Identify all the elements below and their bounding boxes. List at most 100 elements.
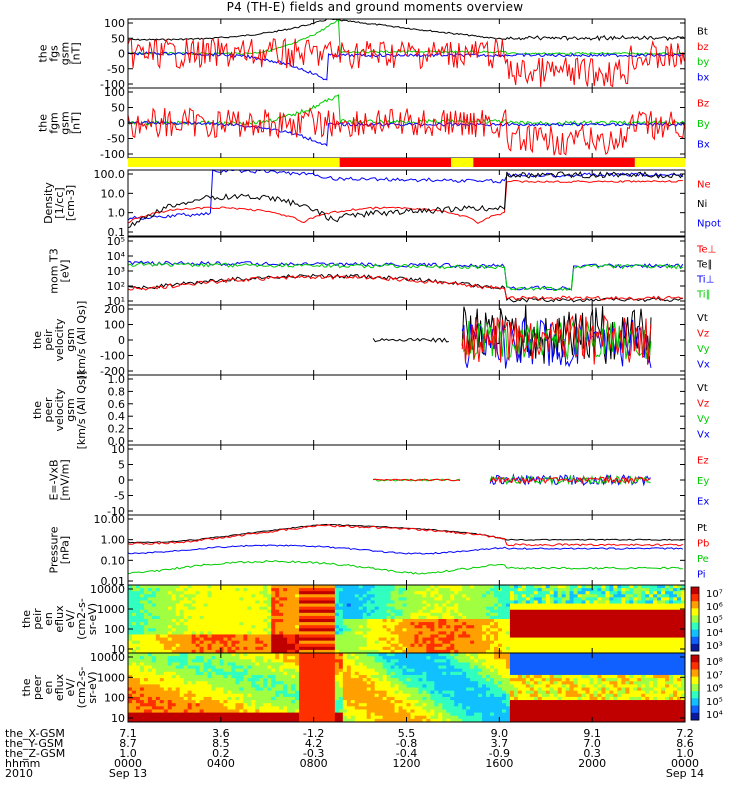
- heatmap-cell: [179, 646, 185, 651]
- heatmap-cell: [239, 718, 244, 723]
- heatmap-cell: [191, 646, 197, 651]
- heatmap-cell: [490, 643, 495, 648]
- heatmap-cell: [466, 609, 471, 614]
- heatmap-cell: [486, 649, 491, 654]
- heatmap-cell: [235, 625, 240, 629]
- heatmap-cell: [267, 659, 272, 663]
- heatmap-cell: [199, 696, 204, 701]
- heatmap-cell: [128, 612, 133, 617]
- heatmap-cell: [143, 637, 149, 642]
- heatmap-cell: [545, 609, 551, 614]
- heatmap-cell: [211, 640, 216, 645]
- heatmap-cell: [330, 591, 336, 595]
- heatmap-cell: [438, 649, 443, 654]
- heatmap-cell: [251, 619, 256, 623]
- heatmap-cell: [171, 715, 177, 720]
- heatmap-cell: [231, 622, 236, 626]
- heatmap-cell: [577, 597, 582, 601]
- heatmap-cell: [561, 594, 567, 598]
- heatmap-cell: [183, 600, 189, 604]
- heatmap-cell: [187, 588, 193, 592]
- heatmap-cell: [398, 594, 403, 598]
- heatmap-cell: [239, 665, 244, 670]
- heatmap-cell: [597, 619, 602, 623]
- heatmap-cell: [394, 696, 399, 701]
- heatmap-cell: [291, 631, 296, 635]
- heatmap-cell: [330, 594, 336, 598]
- heatmap-cell: [179, 591, 185, 595]
- heatmap-cell: [390, 591, 395, 595]
- heatmap-cell: [135, 631, 141, 635]
- heatmap-cell: [565, 603, 571, 608]
- heatmap-cell: [541, 588, 547, 592]
- heatmap-cell: [673, 597, 678, 601]
- heatmap-cell: [179, 684, 185, 688]
- heatmap-cell: [366, 612, 372, 617]
- heatmap-cell: [342, 656, 348, 660]
- heatmap-cell: [557, 628, 563, 632]
- heatmap-cell: [541, 643, 547, 648]
- heatmap-cell: [641, 588, 646, 592]
- heatmap-cell: [203, 671, 208, 676]
- heatmap-cell: [203, 612, 208, 617]
- heatmap-cell: [139, 612, 145, 617]
- heatmap-cell: [402, 606, 407, 611]
- heatmap-cell: [299, 637, 304, 642]
- heatmap-cell: [394, 671, 399, 676]
- heatmap-cell: [426, 634, 431, 638]
- heatmap-cell: [267, 625, 272, 629]
- heatmap-cell: [553, 628, 559, 632]
- heatmap-cell: [163, 612, 169, 617]
- heatmap-cell: [665, 609, 670, 614]
- heatmap-cell: [275, 646, 280, 651]
- heatmap-cell: [247, 687, 252, 692]
- heatmap-cell: [303, 687, 308, 692]
- heatmap-cell: [318, 588, 324, 592]
- heatmap-cell: [486, 615, 491, 620]
- heatmap-cell: [382, 656, 388, 660]
- heatmap-cell: [283, 591, 288, 595]
- heatmap-cell: [561, 631, 567, 635]
- heatmap-cell: [390, 665, 395, 670]
- heatmap-cell: [251, 631, 256, 635]
- heatmap-cell: [183, 687, 189, 692]
- heatmap-cell: [151, 668, 157, 673]
- heatmap-cell: [171, 643, 177, 648]
- heatmap-cell: [267, 712, 272, 717]
- heatmap-cell: [191, 603, 197, 608]
- heatmap-cell: [255, 696, 260, 701]
- heatmap-cell: [545, 597, 551, 601]
- heatmap-cell: [195, 712, 201, 717]
- heatmap-cell: [378, 684, 384, 688]
- heatmap-cell: [394, 612, 399, 617]
- heatmap-cell: [247, 612, 252, 617]
- heatmap-cell: [386, 631, 391, 635]
- heatmap-cell: [131, 622, 137, 626]
- heatmap-cell: [585, 588, 590, 592]
- heatmap-cell: [569, 609, 574, 614]
- heatmap-cell: [151, 634, 157, 638]
- heatmap-cell: [414, 628, 419, 632]
- heatmap-cell: [545, 634, 551, 638]
- heatmap-cell: [291, 625, 296, 629]
- heatmap-cell: [291, 709, 296, 713]
- heatmap-cell: [597, 625, 602, 629]
- heatmap-cell: [247, 619, 252, 623]
- heatmap-cell: [426, 649, 431, 654]
- heatmap-cell: [247, 715, 252, 720]
- heatmap-cell: [513, 603, 519, 608]
- heatmap-cell: [657, 588, 662, 592]
- heatmap-cell: [279, 619, 284, 623]
- heatmap-cell: [163, 585, 169, 589]
- heatmap-cell: [199, 693, 204, 698]
- heatmap-cell: [513, 600, 519, 604]
- heatmap-cell: [263, 718, 268, 723]
- heatmap-cell: [358, 625, 364, 629]
- heatmap-cell: [406, 622, 411, 626]
- heatmap-cell: [231, 594, 236, 598]
- heatmap-cell: [271, 703, 276, 707]
- heatmap-cell: [386, 653, 391, 657]
- heatmap-cell: [243, 585, 248, 589]
- heatmap-cell: [386, 649, 391, 654]
